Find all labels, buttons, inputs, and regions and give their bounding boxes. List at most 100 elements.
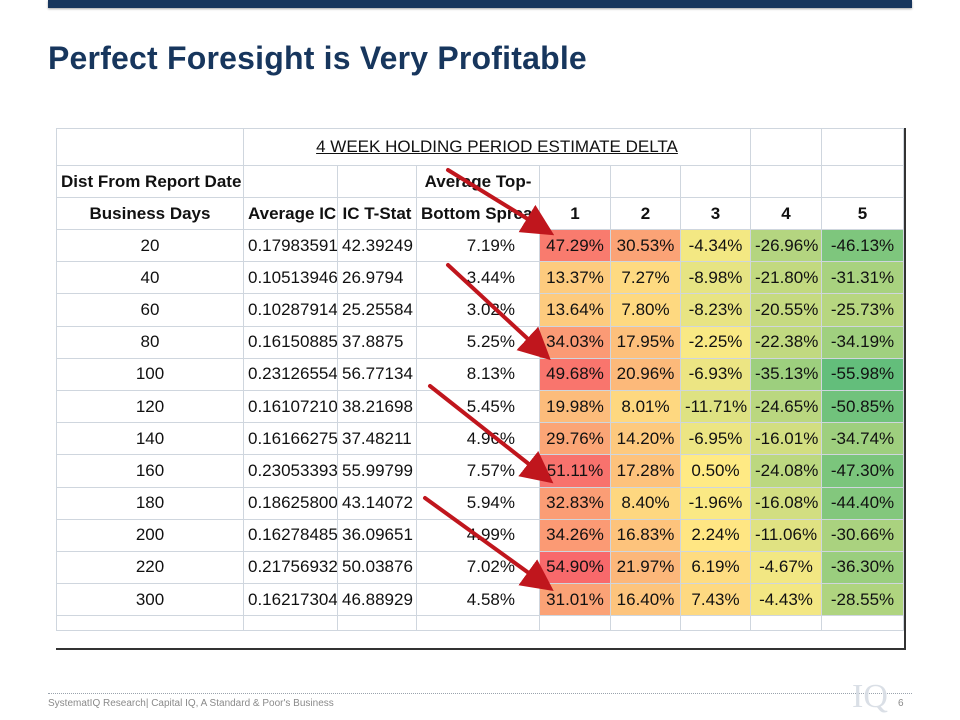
quintile-1-cell: 32.83% xyxy=(539,486,611,520)
estimate-delta-table: 4 WEEK HOLDING PERIOD ESTIMATE DELTA Dis… xyxy=(56,128,904,632)
ic-tstat-cell: 26.9794 xyxy=(337,261,417,295)
average-ic-cell: 0.161662755 xyxy=(243,422,338,456)
blank-cell xyxy=(416,615,540,632)
ic-tstat-cell: 42.39249 xyxy=(337,228,417,263)
average-ic-cell: 0.161508854 xyxy=(243,325,338,359)
quintile-1-cell: 47.29% xyxy=(539,228,611,263)
table-row: 120 0.161072104 38.21698 5.45% 19.98% 8.01% -1… xyxy=(56,389,904,424)
ic-tstat-cell: 37.8875 xyxy=(337,325,417,359)
quintile-5-cell: -55.98% xyxy=(821,357,904,391)
quintile-3-cell: 0.50% xyxy=(680,454,751,488)
quintile-4-cell: -26.96% xyxy=(750,228,822,263)
blank-cell xyxy=(539,165,611,198)
quintile-5-cell: -30.66% xyxy=(821,518,904,552)
header-quintile-1: 1 xyxy=(539,197,611,230)
blank-cell xyxy=(750,128,822,166)
blank-cell xyxy=(750,165,822,198)
quintile-2-cell: 7.27% xyxy=(610,261,681,295)
table-row: 220 0.217569328 50.03876 7.02% 54.90% 21.97% 6… xyxy=(56,550,904,585)
average-ic-cell: 0.162784851 xyxy=(243,518,338,552)
page-number: 6 xyxy=(898,698,904,709)
average-ic-cell: 0.161072104 xyxy=(243,389,338,424)
dist-cell: 20 xyxy=(56,228,244,263)
table-row: 80 0.161508854 37.8875 5.25% 34.03% 17.95% -2.… xyxy=(56,325,904,359)
ic-tstat-cell: 36.09651 xyxy=(337,518,417,552)
header-spread-line1: Average Top- xyxy=(416,165,540,198)
quintile-5-cell: -34.74% xyxy=(821,422,904,456)
dist-cell: 40 xyxy=(56,261,244,295)
ic-tstat-cell: 46.88929 xyxy=(337,583,417,617)
quintile-2-cell: 8.01% xyxy=(610,389,681,424)
quintile-5-cell: -34.19% xyxy=(821,325,904,359)
table-title-row: 4 WEEK HOLDING PERIOD ESTIMATE DELTA xyxy=(56,128,904,166)
dist-cell: 180 xyxy=(56,486,244,520)
table-row: 100 0.23126554 56.77134 8.13% 49.68% 20.96% -6… xyxy=(56,357,904,391)
average-ic-cell: 0.105139461 xyxy=(243,261,338,295)
quintile-4-cell: -11.06% xyxy=(750,518,822,552)
ic-tstat-cell: 56.77134 xyxy=(337,357,417,391)
quintile-2-cell: 16.40% xyxy=(610,583,681,617)
quintile-5-cell: -25.73% xyxy=(821,293,904,327)
quintile-3-cell: -8.98% xyxy=(680,261,751,295)
header-spread-line2: Bottom Spread xyxy=(416,197,540,230)
blank-cell xyxy=(539,615,611,632)
header-row-1: Dist From Report Date - Average Top- xyxy=(56,165,904,198)
quintile-1-cell: 29.76% xyxy=(539,422,611,456)
average-ic-cell: 0.23126554 xyxy=(243,357,338,391)
quintile-3-cell: -6.93% xyxy=(680,357,751,391)
dist-cell: 160 xyxy=(56,454,244,488)
dist-cell: 80 xyxy=(56,325,244,359)
spread-cell: 4.99% xyxy=(416,518,540,552)
header-dist-line2: Business Days xyxy=(56,197,244,230)
table-body: 20 0.179835917 42.39249 7.19% 47.29% 30.53% -4… xyxy=(56,228,904,617)
spread-cell: 8.13% xyxy=(416,357,540,391)
quintile-4-cell: -22.38% xyxy=(750,325,822,359)
header-quintile-4: 4 xyxy=(750,197,822,230)
table-row: 160 0.230533939 55.99799 7.57% 51.11% 17.28% 0… xyxy=(56,454,904,488)
table-row: 20 0.179835917 42.39249 7.19% 47.29% 30.53% -4… xyxy=(56,228,904,263)
spread-cell: 7.19% xyxy=(416,228,540,263)
blank-cell xyxy=(821,165,904,198)
footer-text: SystematIQ Research| Capital IQ, A Stand… xyxy=(48,698,334,709)
spread-cell: 4.96% xyxy=(416,422,540,456)
quintile-3-cell: -6.95% xyxy=(680,422,751,456)
average-ic-cell: 0.186258001 xyxy=(243,486,338,520)
quintile-5-cell: -31.31% xyxy=(821,261,904,295)
blank-cell xyxy=(821,615,904,632)
quintile-2-cell: 17.28% xyxy=(610,454,681,488)
dist-cell: 60 xyxy=(56,293,244,327)
blank-cell xyxy=(680,615,751,632)
quintile-1-cell: 54.90% xyxy=(539,550,611,585)
table-row: 200 0.162784851 36.09651 4.99% 34.26% 16.83% 2… xyxy=(56,518,904,552)
quintile-2-cell: 16.83% xyxy=(610,518,681,552)
dist-cell: 200 xyxy=(56,518,244,552)
quintile-4-cell: -16.08% xyxy=(750,486,822,520)
quintile-1-cell: 19.98% xyxy=(539,389,611,424)
quintile-4-cell: -16.01% xyxy=(750,422,822,456)
quintile-2-cell: 17.95% xyxy=(610,325,681,359)
table-row: 300 0.162173045 46.88929 4.58% 31.01% 16.40% 7… xyxy=(56,583,904,617)
blank-cell xyxy=(56,615,244,632)
quintile-2-cell: 30.53% xyxy=(610,228,681,263)
blank-row xyxy=(56,615,904,632)
blank-cell xyxy=(243,615,338,632)
spread-cell: 5.45% xyxy=(416,389,540,424)
ic-tstat-cell: 37.48211 xyxy=(337,422,417,456)
header-average-ic: Average IC xyxy=(243,197,338,230)
quintile-5-cell: -36.30% xyxy=(821,550,904,585)
quintile-1-cell: 31.01% xyxy=(539,583,611,617)
quintile-2-cell: 21.97% xyxy=(610,550,681,585)
ic-tstat-cell: 50.03876 xyxy=(337,550,417,585)
blank-cell xyxy=(56,128,244,166)
average-ic-cell: 0.230533939 xyxy=(243,454,338,488)
quintile-4-cell: -4.67% xyxy=(750,550,822,585)
average-ic-cell: 0.102879148 xyxy=(243,293,338,327)
spread-cell: 4.58% xyxy=(416,583,540,617)
quintile-1-cell: 13.64% xyxy=(539,293,611,327)
blank-cell xyxy=(337,615,417,632)
quintile-5-cell: -50.85% xyxy=(821,389,904,424)
header-quintile-5: 5 xyxy=(821,197,904,230)
quintile-3-cell: 2.24% xyxy=(680,518,751,552)
quintile-5-cell: -28.55% xyxy=(821,583,904,617)
average-ic-cell: 0.179835917 xyxy=(243,228,338,263)
